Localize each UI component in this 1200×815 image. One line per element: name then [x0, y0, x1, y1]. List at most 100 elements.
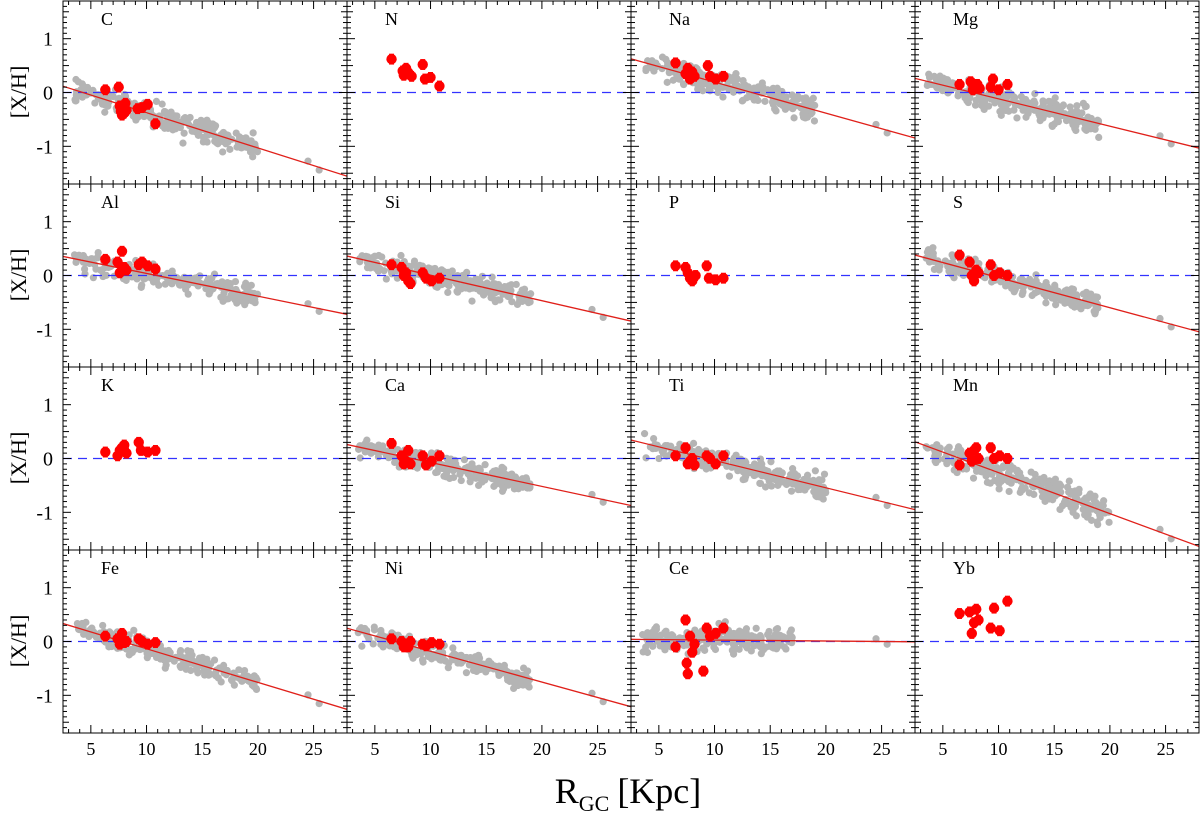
panel-n: N: [346, 0, 632, 185]
element-label: C: [101, 9, 113, 29]
background-star-point: [718, 83, 726, 91]
background-star-point: [761, 483, 770, 491]
background-star-point: [923, 248, 932, 256]
background-star-point: [1057, 488, 1065, 496]
panel-p: P: [630, 183, 916, 368]
background-star-point: [986, 479, 994, 487]
sample-star-point: [968, 275, 980, 287]
plot-area: [631, 53, 915, 139]
background-star-point: [1042, 299, 1050, 307]
background-star-point: [689, 439, 698, 447]
sample-star-point: [1002, 79, 1013, 90]
sample-star-point: [417, 450, 428, 462]
background-star-point: [780, 93, 788, 101]
background-star-point: [1055, 294, 1063, 302]
sample-star-point: [100, 254, 111, 265]
background-star-point: [995, 485, 1003, 493]
sample-star-point: [150, 118, 161, 129]
background-star-point: [969, 474, 978, 482]
sample-star-point: [985, 442, 996, 453]
background-star-point: [232, 129, 240, 137]
background-star-point: [642, 454, 650, 462]
sample-star-point: [133, 437, 144, 448]
sample-star-point: [417, 59, 428, 70]
background-star-point: [737, 455, 745, 463]
background-star-point: [88, 255, 96, 263]
background-star-point: [655, 454, 663, 463]
background-star-point: [996, 107, 1004, 116]
background-star-point: [663, 441, 672, 450]
background-star-point: [1063, 483, 1072, 491]
background-star-point: [1005, 487, 1013, 496]
sample-star-point: [689, 71, 700, 82]
sample-star-point: [405, 278, 416, 289]
x-tick-label: 10: [138, 739, 156, 759]
sample-star-point: [113, 81, 124, 93]
background-star-point: [719, 93, 727, 101]
sample-star-point: [100, 630, 111, 642]
background-star-point: [1054, 118, 1063, 126]
background-star-point: [803, 96, 811, 104]
plot-area: [915, 441, 1199, 548]
background-star-point: [1025, 489, 1033, 497]
sample-star-point: [121, 447, 132, 459]
sample-star-point: [971, 442, 982, 453]
background-star-point: [462, 669, 471, 677]
sample-star-point: [425, 72, 436, 83]
background-star-point: [1052, 102, 1061, 110]
background-star-point: [725, 472, 734, 480]
background-star-point: [184, 647, 192, 655]
background-star-point: [757, 650, 765, 658]
background-star-point: [466, 478, 474, 486]
sample-star-point: [718, 71, 729, 82]
y-tick-label: -1: [36, 319, 53, 341]
background-star-point: [164, 121, 172, 129]
background-star-point: [1031, 89, 1039, 98]
background-star-point: [773, 84, 781, 92]
background-star-point: [732, 70, 740, 78]
sample-star-point: [670, 57, 681, 69]
x-tick-label: 5: [370, 739, 379, 759]
background-star-point: [764, 630, 772, 639]
background-star-point: [640, 430, 649, 438]
background-star-point: [99, 272, 107, 281]
background-star-point: [101, 108, 109, 116]
background-star-point: [650, 434, 658, 443]
background-star-point: [932, 458, 940, 467]
gradient-fit-line: [63, 85, 347, 177]
background-star-point: [1046, 484, 1054, 492]
background-star-point: [949, 266, 957, 275]
sample-star-point: [386, 53, 397, 65]
sample-star-point: [973, 267, 984, 279]
sample-star-point: [405, 458, 416, 470]
background-star-point: [779, 101, 787, 110]
background-star-point: [933, 84, 941, 92]
y-tick-label: -1: [36, 502, 53, 524]
background-star-point: [1081, 511, 1089, 519]
background-star-point: [72, 97, 80, 105]
background-star-point: [462, 284, 470, 292]
sample-star-point: [142, 260, 153, 272]
background-star-point: [761, 97, 769, 105]
background-star-point: [664, 59, 672, 67]
background-star-point: [1065, 477, 1073, 485]
element-label: Fe: [101, 558, 119, 578]
panel-s: S: [914, 183, 1200, 368]
background-star-point: [481, 461, 489, 469]
x-tick-label: 25: [589, 739, 607, 759]
background-star-point: [694, 445, 703, 454]
background-star-point: [1081, 301, 1089, 309]
background-star-point: [408, 652, 416, 660]
background-star-point: [510, 684, 518, 693]
background-star-point: [174, 122, 182, 130]
background-star-point: [397, 251, 405, 260]
background-star-point: [1017, 93, 1025, 101]
background-star-point: [1010, 93, 1019, 102]
sample-star-point: [701, 260, 712, 272]
background-star-point: [155, 281, 163, 289]
background-star-point: [186, 113, 194, 122]
background-star-point: [929, 249, 937, 257]
sample-star-point: [386, 438, 397, 449]
background-star-point: [165, 111, 174, 119]
